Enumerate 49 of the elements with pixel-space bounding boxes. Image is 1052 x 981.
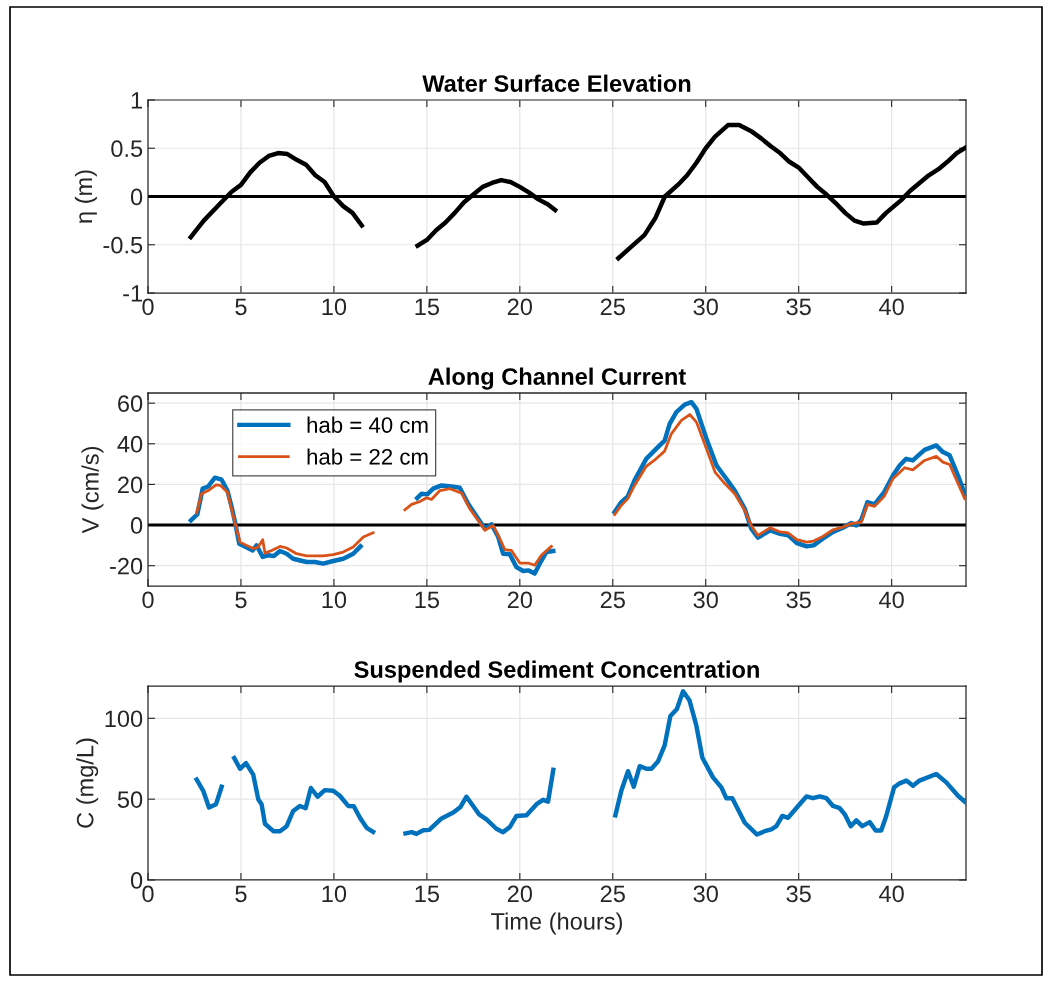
x-tick-label: 5 [235,591,247,609]
x-tick-label: 35 [786,885,811,903]
x-tick-label: 0 [142,591,154,609]
y-tick-label: 40 [117,435,143,453]
x-tick-label: 30 [693,885,718,903]
y-axis-title: C (mg/L) [76,738,99,828]
x-tick-label: 20 [507,298,533,316]
legend-label: hab = 22 cm [307,448,428,465]
y-tick-label: 100 [105,710,143,728]
y-tick-label: 20 [118,476,143,494]
x-tick-label: 0 [142,298,154,316]
y-axis-title: V (cm/s) [81,447,104,534]
y-tick-label: -20 [110,557,143,575]
x-tick-label: 20 [507,885,533,903]
x-tick-label: 40 [879,298,904,316]
legend-label: hab = 40 cm [307,416,428,433]
x-tick-label: 0 [142,885,154,903]
x-tick-label: 35 [786,298,811,316]
y-tick-label: 0 [130,517,143,534]
y-tick-label: 1 [131,92,142,109]
y-tick-label: 0 [130,188,143,206]
x-tick-label: 40 [879,885,904,903]
x-tick-label: 15 [415,591,440,609]
x-tick-label: 15 [415,298,440,316]
chart-title: Suspended Sediment Concentration [354,660,759,683]
x-axis-title: Time (hours) [491,912,622,935]
y-tick-label: 50 [117,791,143,808]
x-tick-label: 10 [322,298,347,316]
y-tick-label: -1 [123,285,142,302]
x-tick-label: 5 [235,298,247,316]
chart-title: Along Channel Current [428,367,686,390]
y-axis-title: η (m) [74,170,97,223]
x-tick-label: 30 [693,298,718,316]
x-tick-label: 10 [322,885,347,903]
y-tick-label: 60 [118,395,143,412]
x-tick-label: 25 [600,591,625,609]
x-tick-label: 10 [322,591,347,609]
x-tick-label: 25 [600,298,625,316]
chart-title: Water Surface Elevation [422,74,691,92]
x-tick-label: 35 [786,591,811,609]
x-tick-label: 5 [235,885,247,903]
x-tick-label: 25 [600,885,625,903]
y-tick-label: 0.5 [111,140,143,158]
y-tick-label: -0.5 [103,236,143,254]
x-tick-label: 30 [693,591,718,609]
x-tick-label: 15 [415,885,440,903]
y-tick-label: 0 [130,872,143,889]
x-tick-label: 40 [879,591,904,609]
x-tick-label: 20 [507,591,533,609]
